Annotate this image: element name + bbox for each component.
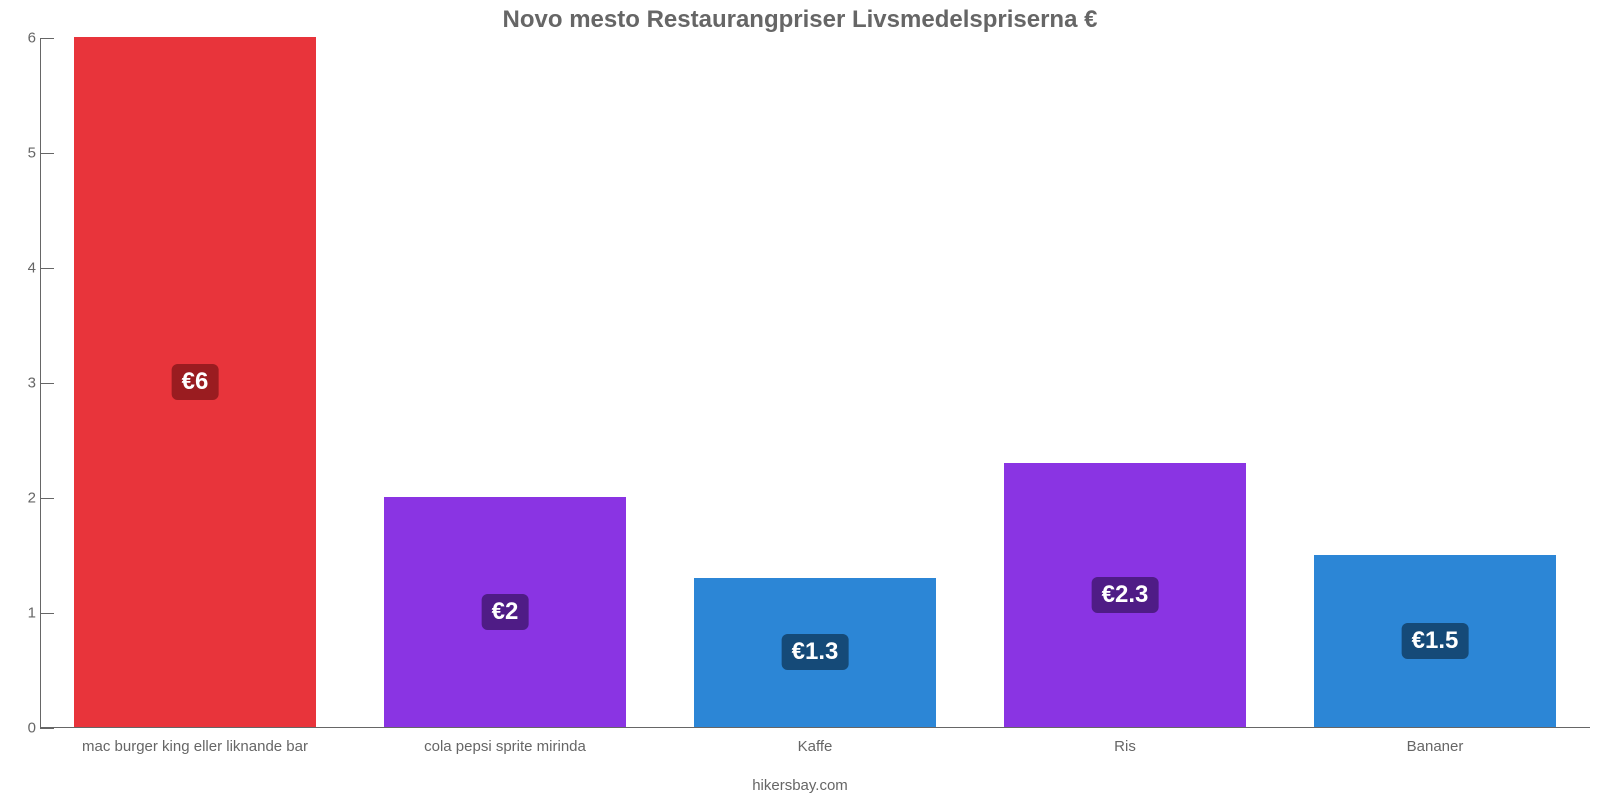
y-tick — [40, 613, 54, 614]
y-tick-label: 4 — [16, 260, 36, 277]
y-tick — [40, 268, 54, 269]
bar: €1.5 — [1314, 555, 1556, 728]
x-category-label: Bananer — [1407, 738, 1464, 755]
x-category-label: Ris — [1114, 738, 1136, 755]
chart-title: Novo mesto Restaurangpriser Livsmedelspr… — [0, 6, 1600, 34]
x-category-label: Kaffe — [798, 738, 833, 755]
value-badge: €1.3 — [782, 634, 849, 670]
x-category-label: cola pepsi sprite mirinda — [424, 738, 586, 755]
y-tick — [40, 38, 54, 39]
y-tick-label: 0 — [16, 720, 36, 737]
value-badge: €1.5 — [1402, 623, 1469, 659]
value-badge: €6 — [172, 364, 219, 400]
y-tick-label: 2 — [16, 490, 36, 507]
bar: €6 — [74, 37, 316, 727]
y-tick — [40, 153, 54, 154]
y-tick-label: 3 — [16, 375, 36, 392]
bar: €2.3 — [1004, 463, 1246, 728]
y-tick-label: 1 — [16, 605, 36, 622]
plot-area: 0123456€6mac burger king eller liknande … — [40, 38, 1590, 728]
chart-footer: hikersbay.com — [0, 777, 1600, 794]
x-axis — [40, 727, 1590, 728]
y-tick — [40, 498, 54, 499]
y-tick-label: 6 — [16, 30, 36, 47]
x-category-label: mac burger king eller liknande bar — [82, 738, 308, 755]
value-badge: €2 — [482, 594, 529, 630]
y-tick — [40, 728, 54, 729]
bar: €2 — [384, 497, 626, 727]
value-badge: €2.3 — [1092, 577, 1159, 613]
y-tick-label: 5 — [16, 145, 36, 162]
bar: €1.3 — [694, 578, 936, 728]
y-tick — [40, 383, 54, 384]
price-bar-chart: Novo mesto Restaurangpriser Livsmedelspr… — [0, 0, 1600, 800]
